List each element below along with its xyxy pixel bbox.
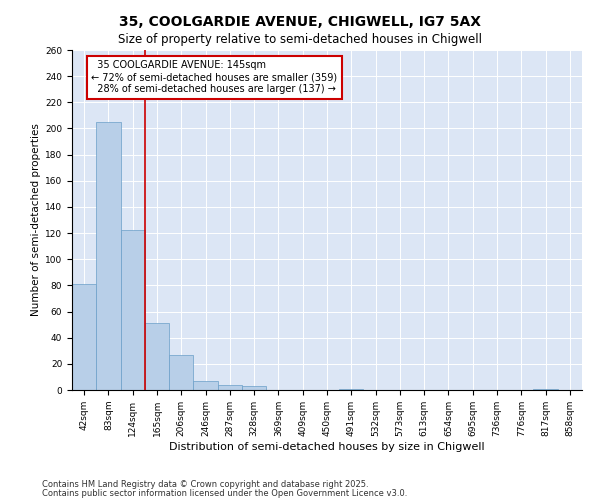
Text: 35, COOLGARDIE AVENUE, CHIGWELL, IG7 5AX: 35, COOLGARDIE AVENUE, CHIGWELL, IG7 5AX: [119, 15, 481, 29]
Bar: [339, 388, 364, 390]
Bar: [121, 230, 145, 390]
Text: Size of property relative to semi-detached houses in Chigwell: Size of property relative to semi-detach…: [118, 32, 482, 46]
X-axis label: Distribution of semi-detached houses by size in Chigwell: Distribution of semi-detached houses by …: [169, 442, 485, 452]
Bar: [193, 381, 218, 390]
Bar: [218, 385, 242, 390]
Bar: [145, 324, 169, 390]
Bar: [242, 386, 266, 390]
Bar: [169, 354, 193, 390]
Y-axis label: Number of semi-detached properties: Number of semi-detached properties: [31, 124, 41, 316]
Bar: [533, 388, 558, 390]
Bar: [72, 284, 96, 390]
Text: Contains HM Land Registry data © Crown copyright and database right 2025.: Contains HM Land Registry data © Crown c…: [42, 480, 368, 489]
Bar: [96, 122, 121, 390]
Text: Contains public sector information licensed under the Open Government Licence v3: Contains public sector information licen…: [42, 488, 407, 498]
Text: 35 COOLGARDIE AVENUE: 145sqm
← 72% of semi-detached houses are smaller (359)
  2: 35 COOLGARDIE AVENUE: 145sqm ← 72% of se…: [91, 60, 338, 94]
